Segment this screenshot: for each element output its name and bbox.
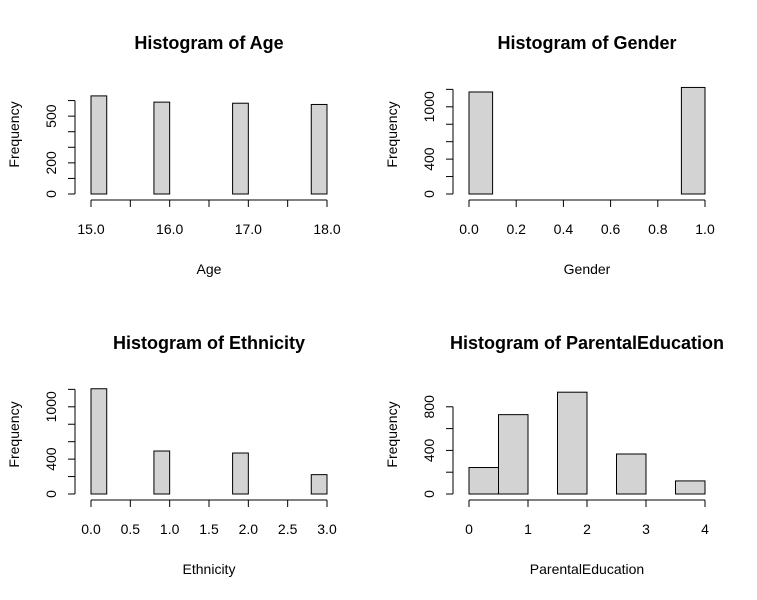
histogram-bar bbox=[310, 474, 328, 495]
x-axis-label: Gender bbox=[564, 261, 611, 277]
histogram-bar bbox=[232, 102, 249, 195]
x-tick-label: 1.0 bbox=[160, 521, 180, 537]
histogram-bar bbox=[616, 453, 647, 495]
y-tick-label: 500 bbox=[43, 104, 59, 128]
x-axis-label: Age bbox=[197, 261, 222, 277]
histogram-bar bbox=[498, 414, 529, 495]
x-tick-label: 0.6 bbox=[601, 221, 621, 237]
x-tick-label: 4 bbox=[701, 521, 709, 537]
y-axis-label: Frequency bbox=[6, 101, 22, 167]
histogram-bar bbox=[90, 388, 108, 495]
histogram-bar bbox=[680, 86, 706, 195]
histogram-bar bbox=[468, 467, 499, 495]
x-tick-label: 18.0 bbox=[313, 221, 340, 237]
histogram-bar bbox=[90, 95, 108, 195]
chart-title: Histogram of Ethnicity bbox=[113, 333, 305, 353]
y-axis-label: Frequency bbox=[6, 401, 22, 467]
x-tick-label: 1 bbox=[524, 521, 532, 537]
x-axis-label: ParentalEducation bbox=[530, 561, 644, 577]
x-tick-label: 0.8 bbox=[648, 221, 668, 237]
y-tick-label: 0 bbox=[421, 490, 437, 498]
x-tick-label: 2.0 bbox=[239, 521, 259, 537]
x-tick-label: 15.0 bbox=[77, 221, 104, 237]
y-tick-label: 1000 bbox=[43, 391, 59, 422]
histogram-bar bbox=[468, 91, 494, 195]
x-tick-label: 3 bbox=[642, 521, 650, 537]
y-axis-label: Frequency bbox=[384, 401, 400, 467]
histogram-bar bbox=[675, 480, 706, 495]
y-tick-label: 800 bbox=[421, 395, 437, 419]
y-tick-label: 0 bbox=[43, 490, 59, 498]
x-tick-label: 0.4 bbox=[554, 221, 574, 237]
x-tick-label: 16.0 bbox=[156, 221, 183, 237]
chart-title: Histogram of Gender bbox=[497, 33, 676, 53]
x-tick-label: 1.5 bbox=[199, 521, 219, 537]
x-tick-label: 1.0 bbox=[695, 221, 715, 237]
y-tick-label: 1000 bbox=[421, 91, 437, 122]
histogram-bar bbox=[153, 450, 171, 495]
x-tick-label: 3.0 bbox=[317, 521, 337, 537]
x-tick-label: 2.5 bbox=[278, 521, 298, 537]
histogram-bar bbox=[232, 452, 249, 495]
x-tick-label: 2 bbox=[583, 521, 591, 537]
y-tick-label: 400 bbox=[43, 447, 59, 471]
x-axis-label: Ethnicity bbox=[183, 561, 236, 577]
x-tick-label: 0.0 bbox=[81, 521, 101, 537]
y-tick-label: 0 bbox=[43, 190, 59, 198]
y-tick-label: 0 bbox=[421, 190, 437, 198]
x-tick-label: 0.0 bbox=[459, 221, 479, 237]
chart-title: Histogram of ParentalEducation bbox=[450, 333, 724, 353]
y-tick-label: 200 bbox=[43, 151, 59, 175]
histogram-bar bbox=[557, 391, 588, 495]
y-axis-label: Frequency bbox=[384, 101, 400, 167]
y-tick-label: 400 bbox=[421, 147, 437, 171]
histogram-bar bbox=[153, 101, 171, 195]
x-tick-label: 0.2 bbox=[506, 221, 526, 237]
x-tick-label: 17.0 bbox=[235, 221, 262, 237]
y-tick-label: 400 bbox=[421, 439, 437, 463]
x-tick-label: 0 bbox=[465, 521, 473, 537]
chart-title: Histogram of Age bbox=[134, 33, 283, 53]
x-tick-label: 0.5 bbox=[121, 521, 141, 537]
histogram-bar bbox=[310, 103, 328, 195]
